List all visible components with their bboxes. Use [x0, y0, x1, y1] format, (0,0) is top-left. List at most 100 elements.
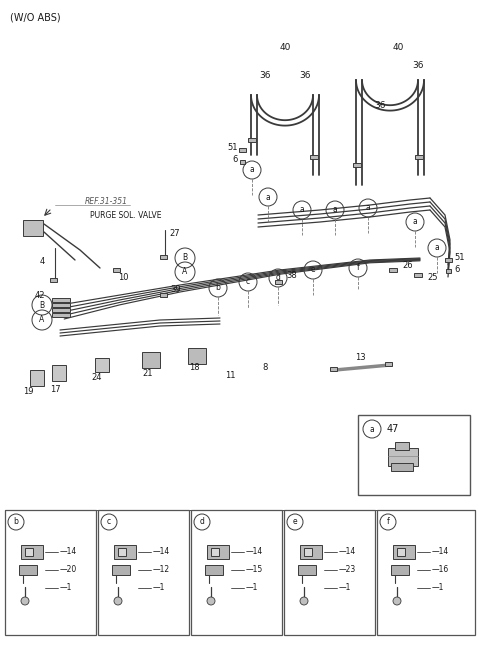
Text: d: d — [276, 273, 280, 283]
Bar — [98, 510, 189, 635]
Text: —1: —1 — [153, 583, 166, 592]
Text: —14: —14 — [246, 548, 263, 557]
Text: —16: —16 — [432, 566, 449, 575]
Bar — [25, 548, 33, 556]
Text: 11: 11 — [225, 371, 235, 380]
Circle shape — [393, 597, 401, 605]
Bar — [395, 442, 409, 450]
Text: a: a — [434, 244, 439, 253]
Text: 10: 10 — [118, 273, 128, 283]
Text: 24: 24 — [92, 373, 102, 382]
Bar — [377, 510, 475, 635]
Polygon shape — [275, 280, 281, 284]
Circle shape — [207, 597, 215, 605]
Polygon shape — [389, 268, 397, 272]
Polygon shape — [23, 220, 43, 236]
Text: —20: —20 — [60, 566, 77, 575]
Polygon shape — [445, 258, 452, 262]
Text: 51: 51 — [228, 143, 238, 152]
Polygon shape — [240, 161, 245, 163]
Bar — [397, 548, 405, 556]
Text: (W/O ABS): (W/O ABS) — [10, 12, 60, 22]
Text: a: a — [300, 205, 304, 214]
Text: —1: —1 — [246, 583, 258, 592]
Text: 8: 8 — [262, 364, 268, 373]
Polygon shape — [113, 268, 120, 272]
Text: 13: 13 — [355, 354, 365, 362]
Text: —12: —12 — [153, 566, 170, 575]
Text: 4: 4 — [39, 257, 45, 266]
Text: a: a — [413, 218, 418, 227]
Bar — [142, 352, 160, 368]
Text: b: b — [216, 284, 220, 292]
Text: —1: —1 — [432, 583, 444, 592]
Bar — [304, 548, 312, 556]
Circle shape — [21, 597, 29, 605]
Text: A: A — [182, 268, 188, 277]
Bar — [30, 370, 44, 386]
Bar — [21, 545, 43, 559]
Text: B: B — [182, 253, 188, 262]
Text: d: d — [200, 518, 204, 526]
Bar — [298, 565, 316, 575]
Bar — [118, 548, 126, 556]
Text: 18: 18 — [189, 364, 199, 373]
Text: b: b — [13, 518, 18, 526]
Bar — [95, 358, 109, 372]
Text: f: f — [357, 264, 360, 273]
Text: e: e — [311, 266, 315, 275]
Text: 27: 27 — [170, 229, 180, 238]
Polygon shape — [330, 367, 336, 371]
Text: A: A — [39, 316, 45, 325]
Bar — [112, 565, 130, 575]
Text: f: f — [386, 518, 389, 526]
Bar — [5, 510, 96, 635]
Circle shape — [114, 597, 122, 605]
Polygon shape — [50, 278, 57, 282]
Text: 36: 36 — [299, 71, 311, 80]
Text: —14: —14 — [432, 548, 449, 557]
Text: 25: 25 — [427, 273, 437, 283]
Text: B: B — [39, 301, 45, 310]
Text: 26: 26 — [402, 260, 413, 270]
Text: 36: 36 — [259, 71, 271, 80]
Bar — [284, 510, 375, 635]
Text: c: c — [246, 277, 250, 286]
Bar — [388, 448, 418, 466]
Text: 6: 6 — [454, 264, 459, 273]
Bar — [391, 565, 409, 575]
Text: a: a — [250, 165, 254, 174]
Text: —15: —15 — [246, 566, 263, 575]
Bar — [52, 298, 70, 302]
Text: —1: —1 — [339, 583, 351, 592]
Bar — [52, 365, 66, 381]
Polygon shape — [160, 293, 167, 297]
Bar — [52, 308, 70, 312]
Text: 6: 6 — [233, 154, 238, 163]
Bar — [191, 510, 282, 635]
Text: 47: 47 — [387, 424, 399, 434]
Polygon shape — [415, 155, 423, 159]
Text: 17: 17 — [50, 386, 60, 395]
Bar — [52, 303, 70, 307]
Text: a: a — [265, 192, 270, 202]
Text: 40: 40 — [392, 43, 404, 52]
Text: 39: 39 — [170, 284, 180, 294]
Text: —14: —14 — [60, 548, 77, 557]
Bar — [114, 545, 136, 559]
Polygon shape — [385, 362, 392, 366]
Text: 21: 21 — [143, 369, 153, 378]
Text: REF.31-351: REF.31-351 — [85, 198, 128, 207]
Text: a: a — [366, 203, 371, 213]
Text: —23: —23 — [339, 566, 356, 575]
Text: 42: 42 — [35, 290, 45, 299]
Text: PURGE SOL. VALVE: PURGE SOL. VALVE — [90, 211, 161, 220]
Text: c: c — [107, 518, 111, 526]
Text: 19: 19 — [23, 388, 33, 397]
Circle shape — [300, 597, 308, 605]
Polygon shape — [239, 148, 245, 152]
Bar — [211, 548, 219, 556]
Text: 51: 51 — [454, 253, 465, 262]
Polygon shape — [414, 273, 422, 277]
Bar — [393, 545, 415, 559]
